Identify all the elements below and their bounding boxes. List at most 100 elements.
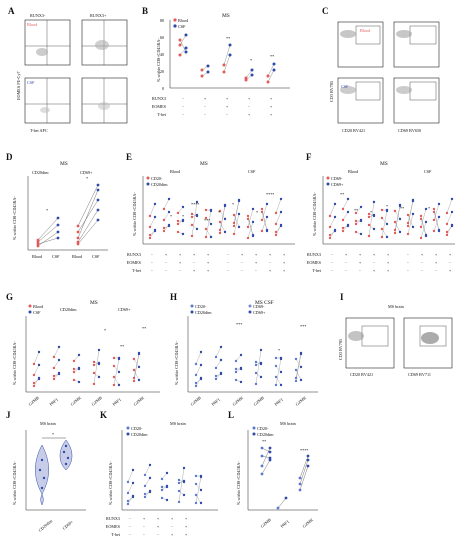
c-row-label-blood: Blood (360, 28, 371, 33)
e-sign: + (193, 252, 196, 257)
h-xtick: GZMB (252, 395, 265, 407)
a-plot-csf-neg (24, 77, 71, 124)
e-sign: - (165, 268, 167, 273)
e-title: MS (200, 161, 208, 167)
b-legend-csf-marker (173, 24, 177, 28)
panel-g: G MS Blood CSF CD20dim CD69+ % within CD… (6, 292, 160, 407)
k-sign: - (129, 516, 131, 521)
panel-d: D MS CD20dim CD69+ % within CD8+CD45RA- … (6, 152, 108, 259)
c-ylabel: CD3 BV785 (329, 81, 334, 102)
b-ylabel: % within CD8+CD45RA- (156, 38, 161, 82)
panel-label-e: E (126, 152, 132, 162)
k-row-tbet: T-bet (111, 532, 121, 537)
f-star: ** (340, 192, 344, 197)
e-sign: + (207, 260, 210, 265)
c-plot-blood-cd69 (393, 21, 440, 68)
h-xtick: GZMK (231, 395, 244, 407)
panel-e: E MS Blood CSF % within CD8+CD45RA- CD20… (126, 152, 295, 273)
h-xtick: GZMB (189, 395, 202, 407)
k-ylabel: % within CD8+CD45RA- (108, 461, 113, 505)
h-xtick: GZMK (294, 395, 307, 407)
e-sign: + (283, 252, 286, 257)
g-legend-blood: Blood (33, 304, 44, 309)
b-sign: + (270, 104, 273, 109)
f-row-tbet: T-bet (312, 268, 322, 273)
l-data (260, 446, 310, 510)
k-data (126, 463, 203, 506)
f-sign: - (359, 268, 361, 273)
i-plot-cd20 (345, 317, 395, 369)
l-star: **** (300, 448, 308, 453)
j-title: MS brain (40, 421, 57, 426)
f-sign: + (421, 252, 424, 257)
d-star-1: * (46, 208, 48, 213)
f-sign: + (449, 268, 452, 273)
e-sign: - (151, 268, 153, 273)
e-star: * (232, 202, 234, 207)
panel-f: F MS Blood CSF % within CD8+CD45RA- CD69… (306, 152, 455, 273)
a-row-label-csf: CSF (27, 80, 35, 85)
f-sign: + (435, 252, 438, 257)
b-sign: + (226, 96, 229, 101)
j-violin-cd69 (59, 439, 73, 471)
g-xtick: GZMK (132, 395, 145, 407)
g-legend-csf: CSF (33, 310, 41, 315)
e-sign: + (207, 268, 210, 273)
a-xlabel: T-bet APC (30, 128, 48, 133)
l-xtick: GZMB (259, 517, 272, 529)
panel-b: B MS % within CD8+CD45RA- 0 20 40 60 80 … (142, 6, 290, 117)
f-star: * (386, 204, 388, 209)
g-xticks: GZMB PRF1 GZMK GZMB PRF1 GZMK (27, 395, 145, 407)
panel-label-c: C (322, 6, 329, 16)
f-sign: - (407, 268, 409, 273)
a-plot-csf-pos (81, 77, 128, 124)
a-plot-blood-neg (24, 19, 71, 66)
e-sign: - (227, 260, 229, 265)
k-sign: + (157, 516, 160, 521)
e-sign: + (241, 252, 244, 257)
c-plot-csf-cd20 (337, 77, 384, 124)
e-sign: + (179, 260, 182, 265)
b-ytick: 60 (160, 35, 164, 40)
c-plot-blood-cd20 (337, 21, 384, 68)
c-row-label-csf: CSF (341, 84, 349, 89)
e-sign: - (269, 260, 271, 265)
f-sign: - (345, 260, 347, 265)
panel-i: I MS brain CD3 BV785 CD20 BV421 CD69 BV7… (338, 292, 453, 377)
k-sign: + (185, 516, 188, 521)
b-ytick: 20 (160, 69, 164, 74)
b-data (178, 33, 276, 84)
e-ylabel: % within CD8+CD45RA- (132, 192, 137, 236)
panel-j: J MS brain % within CD8+CD45RA- * CD20di… (6, 410, 86, 533)
e-row-tbet: T-bet (132, 268, 142, 273)
k-sign: - (129, 524, 131, 529)
d-xtick: Blood (72, 254, 83, 259)
panel-label-i: I (340, 292, 344, 302)
k-sign: + (143, 516, 146, 521)
k-legend-1: CD20- (131, 426, 143, 431)
f-data (328, 197, 454, 240)
i-title: MS brain (388, 304, 405, 309)
f-star: * (428, 206, 430, 211)
f-sign: + (345, 252, 348, 257)
e-sign: + (269, 252, 272, 257)
b-row-tbet: T-bet (157, 112, 167, 117)
b-sign: - (226, 112, 228, 117)
k-sign: - (129, 532, 131, 537)
b-sign: + (226, 104, 229, 109)
b-sign: - (182, 104, 184, 109)
e-sign: + (255, 260, 258, 265)
e-row-runx3: RUNX3 (127, 252, 141, 257)
h-legend: CD20- (195, 304, 207, 309)
b-star-2: * (250, 58, 252, 63)
f-row-runx3: RUNX3 (307, 252, 321, 257)
d-data (36, 183, 100, 248)
e-sign: - (151, 252, 153, 257)
e-sign: + (179, 252, 182, 257)
a-ylabel: EOMES PE-Cy7 (16, 71, 21, 100)
b-ytick: 0 (162, 86, 164, 91)
panel-label-d: D (6, 152, 13, 162)
e-sign: - (193, 260, 195, 265)
g-xtick: PRF1 (48, 397, 59, 407)
